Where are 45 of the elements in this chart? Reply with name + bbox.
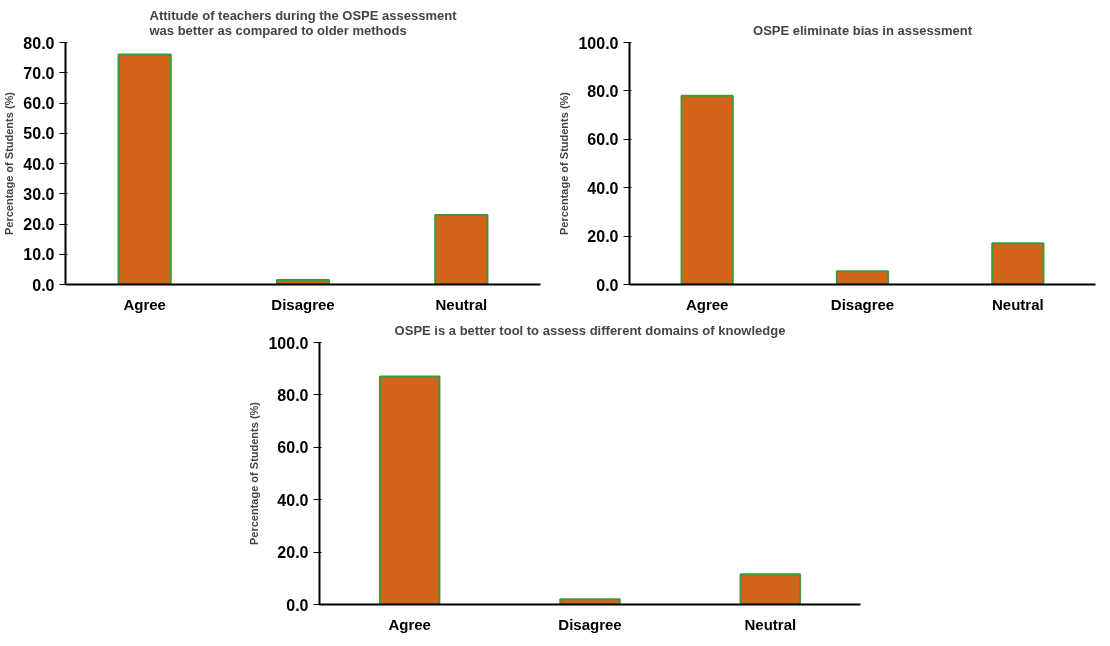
y-tick-label: 40.0	[587, 179, 619, 197]
y-tick-label: 20.0	[587, 228, 619, 246]
y-tick-label: 50.0	[23, 125, 55, 143]
x-tick-label: Disagree	[271, 295, 335, 313]
chart-title: OSPE is a better tool to assess different domains of knowledge	[394, 322, 786, 338]
y-tick-label: 30.0	[23, 185, 55, 203]
y-axis-title: Percentage of Students (%)	[248, 401, 261, 546]
y-tick-label: 20.0	[277, 544, 309, 562]
bar	[434, 213, 489, 285]
bar	[378, 375, 441, 605]
bar	[739, 573, 802, 605]
x-tick-label: Agree	[123, 295, 166, 313]
y-tick-label: 100.0	[268, 334, 309, 352]
y-tick-label: 80.0	[587, 82, 619, 100]
x-tick-label: Neutral	[435, 295, 488, 313]
x-tick-label: Neutral	[744, 615, 797, 633]
y-tick-label: 10.0	[23, 246, 55, 264]
y-axis-title: Percentage of Students (%)	[3, 91, 16, 236]
bar	[991, 242, 1045, 285]
bar	[835, 270, 890, 285]
y-tick-label: 80.0	[277, 386, 309, 404]
x-tick-label: Disagree	[558, 615, 622, 633]
x-tick-label: Agree	[685, 295, 729, 313]
y-tick-label: 40.0	[277, 491, 309, 509]
y-tick-label: 60.0	[277, 439, 309, 457]
bar	[117, 53, 172, 285]
bar	[680, 94, 734, 285]
y-tick-label: 0.0	[596, 276, 619, 294]
x-tick-label: Neutral	[991, 295, 1044, 313]
y-axis-title: Percentage of Students (%)	[558, 91, 571, 236]
bar	[559, 598, 621, 605]
y-tick-label: 60.0	[23, 95, 55, 112]
x-tick-label: Disagree	[830, 295, 895, 313]
y-tick-label: 100.0	[578, 34, 619, 52]
x-tick-label: Agree	[388, 615, 431, 633]
y-tick-label: 80.0	[23, 34, 55, 52]
y-tick-label: 20.0	[23, 216, 55, 233]
y-tick-label: 0.0	[32, 276, 55, 294]
chart-title: OSPE eliminate bias in assessment	[753, 22, 973, 38]
y-tick-label: 0.0	[286, 596, 309, 614]
chart-title: Attitude of teachers during the OSPE assessment was better as compared to older methods	[148, 7, 458, 38]
y-tick-label: 60.0	[587, 131, 619, 149]
bar	[275, 278, 331, 285]
y-tick-label: 70.0	[23, 64, 55, 82]
y-tick-label: 40.0	[23, 155, 55, 173]
